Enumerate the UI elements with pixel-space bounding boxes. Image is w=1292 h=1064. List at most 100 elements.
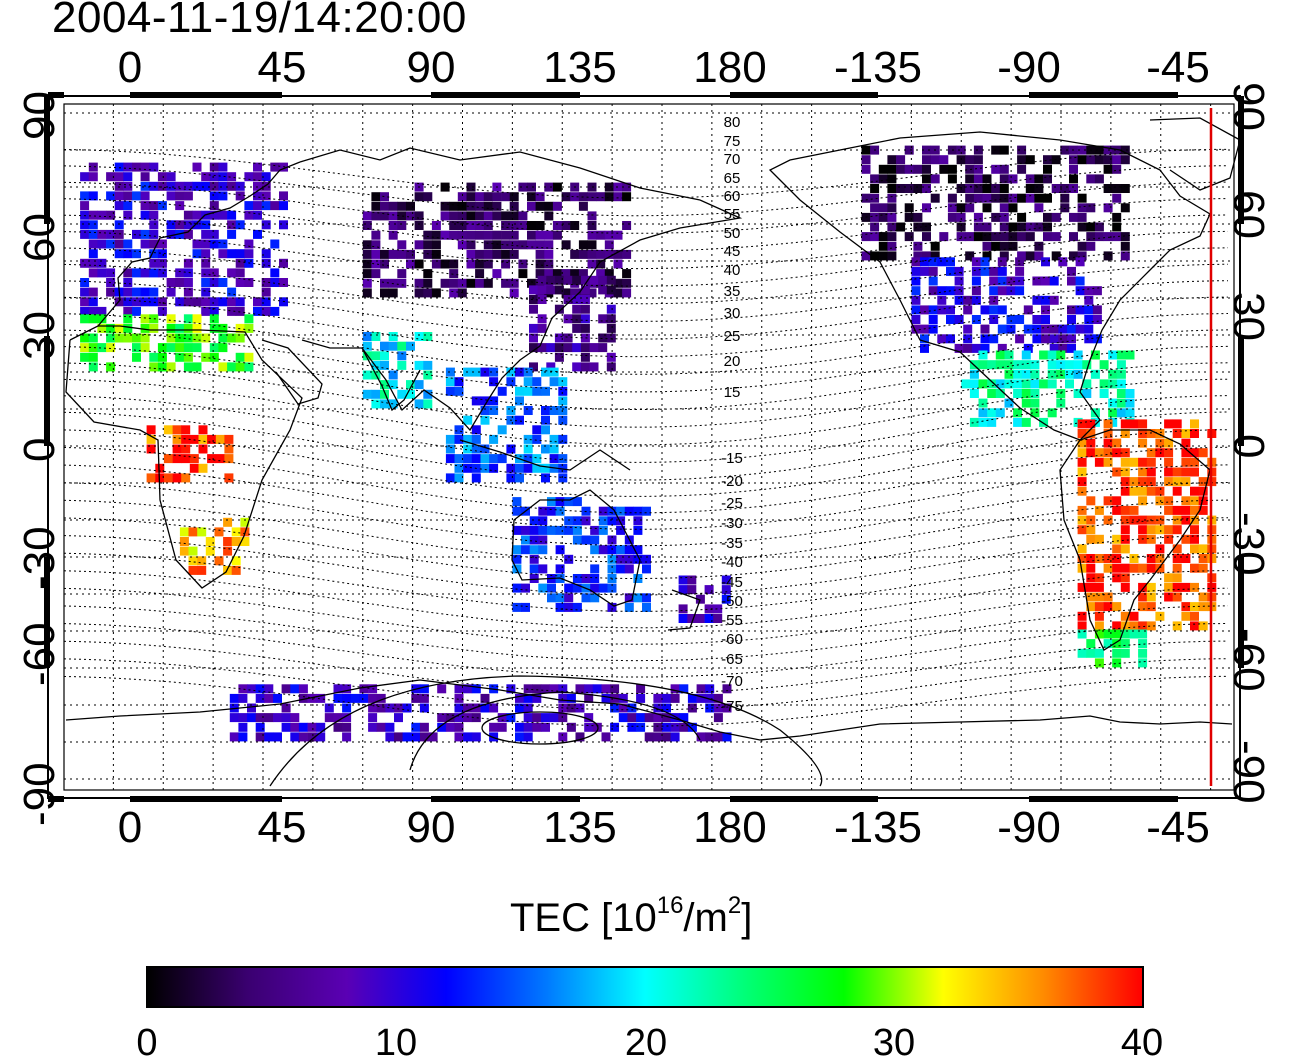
tec-cell bbox=[205, 546, 215, 556]
tec-cell bbox=[870, 232, 880, 242]
tec-cell bbox=[380, 211, 389, 221]
tec-cell bbox=[1112, 648, 1122, 658]
mlat-label: -45 bbox=[721, 574, 743, 591]
tec-cell bbox=[580, 304, 590, 314]
tec-cell bbox=[146, 434, 156, 444]
tec-cell bbox=[149, 220, 159, 230]
tec-cell bbox=[273, 693, 282, 703]
tec-cell bbox=[523, 732, 533, 742]
tec-cell bbox=[423, 399, 433, 409]
tec-cell bbox=[140, 333, 150, 343]
tec-cell bbox=[1030, 389, 1040, 398]
tec-cell bbox=[1067, 266, 1076, 276]
tec-cell bbox=[1108, 408, 1118, 418]
tec-cell bbox=[223, 565, 233, 575]
tec-cell bbox=[549, 684, 559, 694]
tec-cell bbox=[1043, 222, 1052, 232]
tec-cell bbox=[538, 516, 548, 526]
tec-cell bbox=[887, 251, 897, 261]
tec-cell bbox=[1103, 429, 1113, 438]
tec-cell bbox=[509, 211, 519, 221]
tec-cell bbox=[1086, 232, 1096, 242]
tec-cell bbox=[512, 545, 522, 555]
tec-cell bbox=[371, 249, 381, 259]
tec-cell bbox=[512, 554, 522, 564]
tec-cell bbox=[554, 343, 564, 353]
tec-cell bbox=[991, 164, 1001, 174]
tec-cell bbox=[1094, 155, 1104, 165]
tec-cell bbox=[437, 684, 447, 694]
tec-cell bbox=[492, 230, 502, 240]
tec-cell bbox=[97, 306, 107, 316]
tec-cell bbox=[973, 232, 983, 242]
tec-cell bbox=[636, 713, 646, 723]
tec-cell bbox=[598, 545, 608, 555]
tec-cell bbox=[157, 201, 167, 211]
tec-cell bbox=[1094, 145, 1104, 155]
tec-cell bbox=[238, 732, 248, 742]
tec-cell bbox=[1077, 525, 1087, 535]
tec-cell bbox=[140, 268, 150, 278]
tec-cell bbox=[1116, 360, 1126, 370]
tec-cell bbox=[454, 454, 464, 464]
tec-cell bbox=[172, 425, 182, 435]
tec-cell bbox=[454, 684, 464, 694]
tec-cell bbox=[149, 181, 159, 191]
tec-cell bbox=[1034, 174, 1044, 184]
tec-cell bbox=[965, 251, 975, 261]
tec-cell bbox=[1138, 429, 1148, 438]
tec-cell bbox=[544, 182, 554, 192]
tec-cell bbox=[231, 527, 241, 537]
tec-cell bbox=[406, 259, 415, 269]
tec-cell bbox=[132, 249, 141, 259]
tec-cell bbox=[896, 222, 906, 232]
tec-cell bbox=[580, 352, 590, 362]
mlat-pole-contour-outer bbox=[269, 675, 823, 787]
tec-cell bbox=[896, 164, 906, 174]
tec-cell bbox=[414, 259, 424, 269]
tec-cell bbox=[529, 574, 539, 583]
tec-cell bbox=[1120, 544, 1130, 554]
tec-cell bbox=[870, 212, 880, 222]
tec-cell bbox=[1155, 611, 1165, 621]
tec-cell bbox=[1103, 164, 1113, 174]
tec-cell bbox=[622, 192, 632, 202]
tec-cell bbox=[987, 360, 997, 370]
tec-cell bbox=[922, 222, 931, 232]
tec-cell bbox=[1164, 467, 1174, 477]
tec-cell bbox=[971, 286, 981, 296]
tec-cell bbox=[463, 463, 473, 473]
map-frame-inner bbox=[63, 103, 1235, 791]
tec-cell bbox=[997, 343, 1007, 353]
tec-cell bbox=[1120, 145, 1130, 155]
tec-cell bbox=[887, 241, 897, 251]
tec-cell bbox=[123, 172, 133, 182]
tec-cell bbox=[362, 332, 372, 341]
tec-cell bbox=[88, 287, 98, 297]
tec-cell bbox=[598, 285, 608, 295]
tec-cell bbox=[928, 305, 938, 315]
tec-cell bbox=[1086, 419, 1096, 429]
tec-cell bbox=[414, 240, 424, 250]
tec-cell bbox=[244, 314, 254, 324]
tec-cell bbox=[1086, 525, 1096, 535]
tec-cell bbox=[197, 565, 207, 575]
tec-cell bbox=[255, 732, 265, 742]
tec-cell bbox=[223, 537, 233, 546]
tec-cell bbox=[209, 172, 219, 182]
tec-cell bbox=[956, 145, 966, 155]
tec-cell bbox=[264, 732, 274, 742]
tec-cell bbox=[1017, 193, 1027, 203]
tec-cell bbox=[1092, 286, 1102, 296]
tec-cell bbox=[982, 174, 992, 184]
tec-cell bbox=[1086, 155, 1096, 165]
tec-cell bbox=[261, 297, 271, 307]
tec-cell bbox=[1146, 525, 1156, 535]
tec-cell bbox=[544, 249, 554, 259]
tec-cell bbox=[1112, 222, 1122, 232]
tec-cell bbox=[333, 713, 343, 723]
tec-cell bbox=[449, 288, 459, 298]
tec-cell bbox=[229, 713, 239, 723]
tec-cell bbox=[362, 240, 372, 250]
tec-cell bbox=[587, 192, 597, 202]
